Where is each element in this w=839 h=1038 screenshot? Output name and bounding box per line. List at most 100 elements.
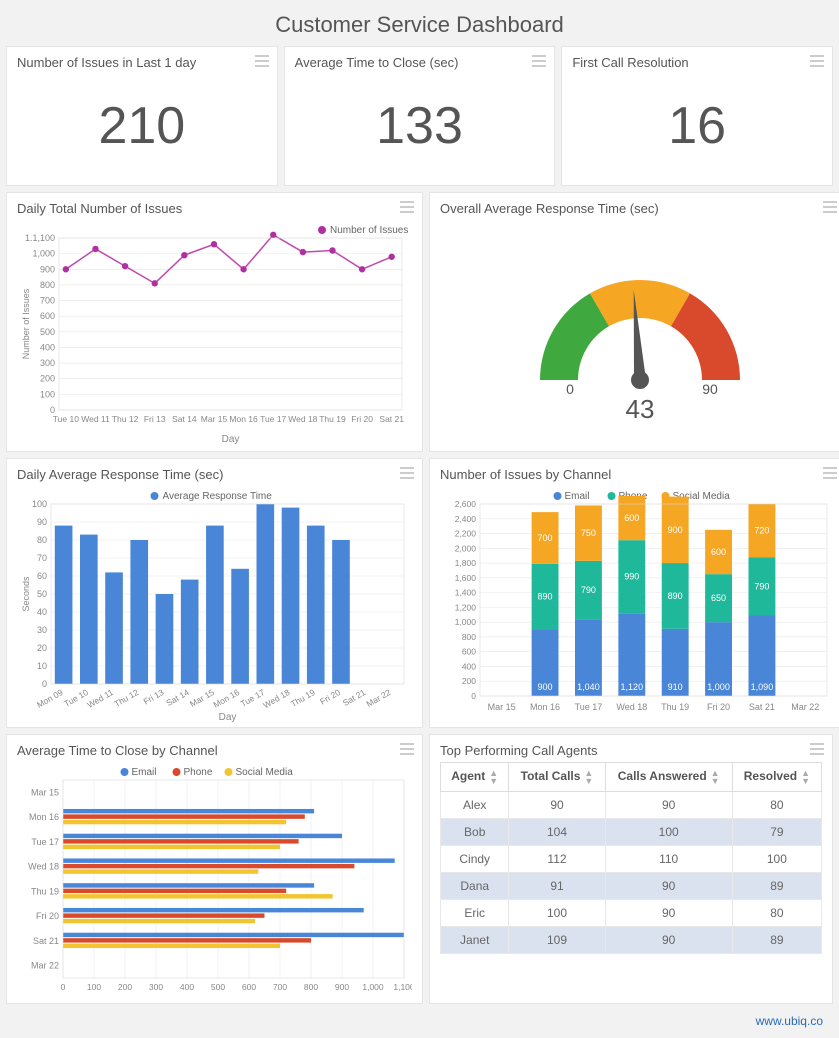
chart-title: Overall Average Response Time (sec) — [440, 201, 835, 216]
svg-text:650: 650 — [711, 593, 726, 603]
svg-text:0: 0 — [61, 982, 66, 992]
sort-icon[interactable]: ▲▼ — [711, 769, 720, 785]
svg-text:Average Response Time: Average Response Time — [163, 491, 273, 502]
menu-icon[interactable] — [255, 55, 269, 67]
svg-text:Wed 11: Wed 11 — [85, 687, 115, 710]
table-cell: Cindy — [441, 846, 509, 873]
menu-icon[interactable] — [810, 55, 824, 67]
kpi-value: 16 — [572, 74, 822, 177]
svg-text:Seconds: Seconds — [21, 576, 31, 612]
svg-text:Sat 14: Sat 14 — [172, 414, 197, 424]
sort-icon[interactable]: ▲▼ — [801, 769, 810, 785]
kpi-card-fcr: First Call Resolution 16 — [561, 46, 833, 186]
svg-text:1,000: 1,000 — [32, 249, 55, 259]
svg-text:Number of Issues: Number of Issues — [21, 288, 31, 359]
svg-text:Thu 19: Thu 19 — [31, 886, 59, 896]
kpi-value: 133 — [295, 74, 545, 177]
table-cell: Janet — [441, 927, 509, 954]
column-header[interactable]: Agent▲▼ — [441, 763, 509, 792]
svg-text:Mar 15: Mar 15 — [188, 687, 216, 709]
svg-text:890: 890 — [538, 592, 553, 602]
svg-text:1,000: 1,000 — [707, 682, 730, 692]
agents-table-wrap: Agent▲▼Total Calls▲▼Calls Answered▲▼Reso… — [440, 762, 822, 954]
svg-text:790: 790 — [754, 581, 769, 591]
column-header[interactable]: Resolved▲▼ — [732, 763, 821, 792]
svg-text:90: 90 — [37, 517, 47, 527]
table-cell: Bob — [441, 819, 509, 846]
svg-text:Email: Email — [132, 767, 157, 778]
svg-text:1,000: 1,000 — [362, 982, 384, 992]
svg-text:990: 990 — [624, 572, 639, 582]
svg-text:900: 900 — [335, 982, 349, 992]
table-cell: 90 — [605, 792, 732, 819]
bar-chart: Average Response Time0102030405060708090… — [17, 486, 412, 726]
grouped-bar-chart: EmailPhoneSocial Media010020030040050060… — [17, 762, 412, 1002]
svg-text:600: 600 — [242, 982, 256, 992]
kpi-value: 210 — [17, 74, 267, 177]
table-cell: 104 — [509, 819, 605, 846]
table-cell: 89 — [732, 873, 821, 900]
column-header[interactable]: Calls Answered▲▼ — [605, 763, 732, 792]
table-cell: 110 — [605, 846, 732, 873]
svg-text:Mar 22: Mar 22 — [364, 687, 392, 709]
svg-text:43: 43 — [626, 394, 655, 424]
svg-text:Sat 21: Sat 21 — [749, 702, 775, 712]
svg-text:Tue 17: Tue 17 — [239, 687, 267, 709]
sort-icon[interactable]: ▲▼ — [584, 769, 593, 785]
svg-text:Tue 17: Tue 17 — [575, 702, 603, 712]
menu-icon[interactable] — [400, 743, 414, 755]
menu-icon[interactable] — [823, 201, 837, 213]
svg-text:900: 900 — [538, 682, 553, 692]
svg-text:Mar 22: Mar 22 — [31, 961, 59, 971]
svg-text:Fri 13: Fri 13 — [144, 414, 166, 424]
svg-text:Phone: Phone — [184, 767, 213, 778]
table-cell: 90 — [605, 873, 732, 900]
menu-icon[interactable] — [400, 201, 414, 213]
table-row: Eric1009080 — [441, 900, 822, 927]
svg-text:1,200: 1,200 — [455, 602, 477, 612]
kpi-card-avg-close: Average Time to Close (sec) 133 — [284, 46, 556, 186]
svg-text:Fri 20: Fri 20 — [351, 414, 373, 424]
svg-text:1,800: 1,800 — [455, 558, 477, 568]
footer-link[interactable]: www.ubiq.co — [6, 1010, 833, 1032]
svg-text:Day: Day — [222, 434, 240, 445]
table-cell: 90 — [605, 927, 732, 954]
svg-text:Mar 15: Mar 15 — [488, 702, 516, 712]
line-chart: Number of Issues010020030040050060070080… — [17, 220, 412, 450]
svg-text:Wed 11: Wed 11 — [81, 414, 110, 424]
svg-text:Tue 17: Tue 17 — [31, 837, 59, 847]
svg-text:Wed 18: Wed 18 — [288, 414, 317, 424]
svg-text:Tue 10: Tue 10 — [62, 687, 90, 709]
svg-text:750: 750 — [581, 528, 596, 538]
table-cell: 80 — [732, 792, 821, 819]
svg-text:0: 0 — [471, 691, 476, 701]
svg-text:700: 700 — [538, 533, 553, 543]
table-row: Dana919089 — [441, 873, 822, 900]
column-header[interactable]: Total Calls▲▼ — [509, 763, 605, 792]
svg-text:400: 400 — [40, 342, 55, 352]
svg-text:Mar 22: Mar 22 — [791, 702, 819, 712]
kpi-row: Number of Issues in Last 1 day 210 Avera… — [6, 46, 833, 186]
menu-icon[interactable] — [532, 55, 546, 67]
svg-text:Day: Day — [219, 712, 237, 723]
card-agents: Top Performing Call Agents Agent▲▼Total … — [429, 734, 833, 1004]
menu-icon[interactable] — [400, 467, 414, 479]
chart-title: Average Time to Close by Channel — [17, 743, 412, 758]
svg-text:Thu 19: Thu 19 — [289, 687, 317, 709]
svg-text:890: 890 — [668, 591, 683, 601]
svg-text:10: 10 — [37, 661, 47, 671]
sort-icon[interactable]: ▲▼ — [489, 769, 498, 785]
menu-icon[interactable] — [810, 743, 824, 755]
svg-text:300: 300 — [40, 358, 55, 368]
svg-text:600: 600 — [711, 547, 726, 557]
svg-text:Thu 12: Thu 12 — [112, 687, 140, 709]
svg-text:500: 500 — [40, 327, 55, 337]
menu-icon[interactable] — [823, 467, 837, 479]
svg-text:Mon 16: Mon 16 — [530, 702, 560, 712]
svg-text:Tue 17: Tue 17 — [260, 414, 286, 424]
table-row: Alex909080 — [441, 792, 822, 819]
svg-text:800: 800 — [40, 280, 55, 290]
svg-text:100: 100 — [32, 499, 47, 509]
svg-text:200: 200 — [462, 676, 476, 686]
table-cell: 91 — [509, 873, 605, 900]
